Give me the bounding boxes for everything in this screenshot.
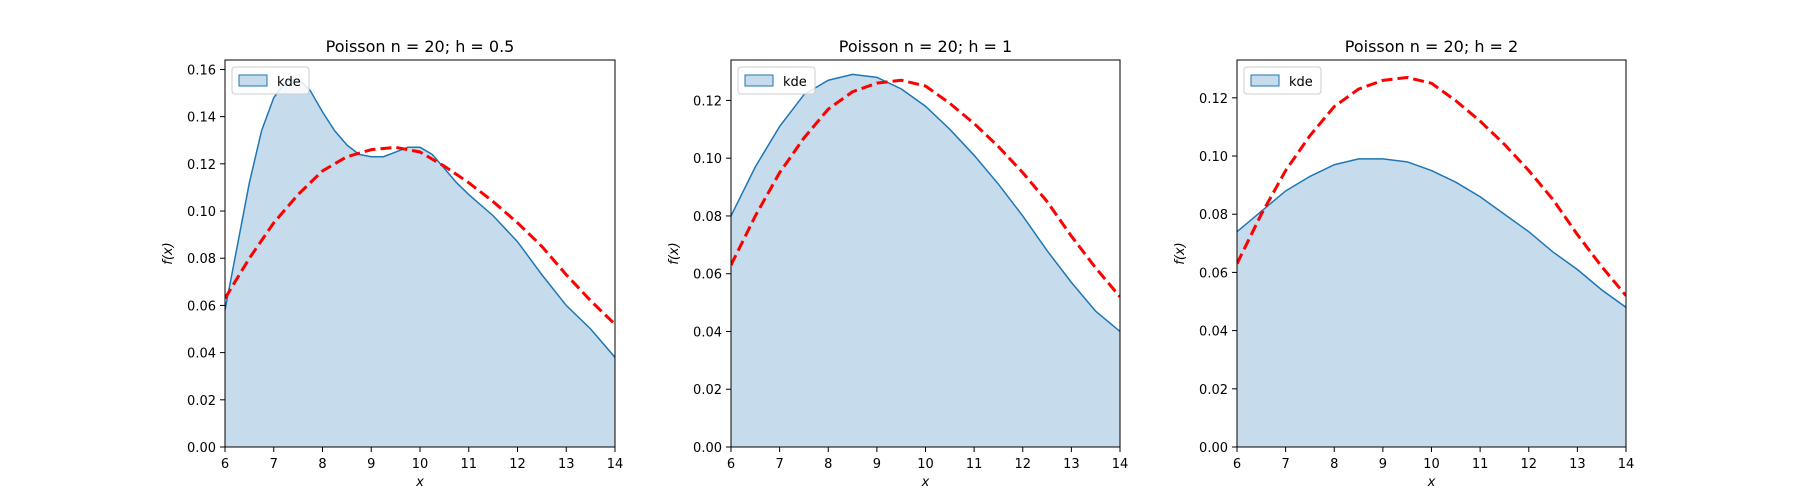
- x-tick-label: 9: [1379, 457, 1387, 472]
- y-axis-label: f(x): [161, 242, 176, 264]
- x-tick-label: 14: [1112, 457, 1129, 472]
- chart-title: Poisson n = 20; h = 1: [839, 37, 1012, 56]
- y-tick-label: 0.16: [187, 63, 216, 78]
- x-tick-label: 11: [966, 457, 983, 472]
- legend-box: [737, 66, 816, 95]
- y-tick-label: 0.02: [1199, 383, 1228, 398]
- x-tick-label: 7: [775, 457, 783, 472]
- x-tick-label: 11: [460, 457, 477, 472]
- x-tick-label: 6: [221, 457, 229, 472]
- x-tick-label: 12: [1520, 457, 1537, 472]
- reference-dashed-line: [225, 145, 615, 326]
- plot-area: [731, 73, 1120, 447]
- legend-label-kde: kde: [783, 75, 807, 90]
- legend: kde: [737, 66, 816, 95]
- plot-area: [225, 78, 615, 447]
- legend: kde: [231, 66, 310, 95]
- y-tick-label: 0.08: [187, 252, 216, 267]
- x-tick-label: 13: [1063, 457, 1080, 472]
- chart-panel-2: 6 7 8 9 10 11 12 13 14 0.00 0.02 0.04 0.06 0.08 0.10 0.…: [667, 37, 1128, 490]
- x-tick-label: 14: [607, 457, 624, 472]
- x-tick-label: 6: [1233, 457, 1241, 472]
- chart-panel-1: 6 7 8 9 10 11 12 13 14 0.00 0.02 0.04 0.06 0.08 0.10 0.…: [161, 37, 623, 490]
- x-tick-label: 8: [824, 457, 832, 472]
- legend-box: [231, 66, 310, 95]
- y-tick-label: 0.02: [187, 394, 216, 409]
- legend-label-kde: kde: [277, 75, 301, 90]
- x-tick-label: 12: [1014, 457, 1031, 472]
- y-tick-label: 0.06: [187, 299, 216, 314]
- x-tick-label: 14: [1618, 457, 1635, 472]
- y-tick-label: 0.12: [187, 158, 216, 173]
- x-axis-label: x: [1427, 475, 1436, 490]
- x-tick-label: 13: [558, 457, 575, 472]
- y-tick-label: 0.04: [187, 347, 216, 362]
- y-tick-label: 0.04: [693, 325, 722, 340]
- kde-area-fill: [731, 74, 1120, 447]
- x-tick-label: 13: [1569, 457, 1586, 472]
- x-tick-label: 8: [318, 457, 326, 472]
- y-tick-label: 0.00: [1199, 441, 1228, 456]
- legend: kde: [1243, 66, 1322, 95]
- y-tick-label: 0.08: [1199, 208, 1228, 223]
- legend-box: [1243, 66, 1322, 95]
- y-tick-label: 0.00: [187, 441, 216, 456]
- x-axis-label: x: [921, 475, 930, 490]
- chart-title: Poisson n = 20; h = 0.5: [326, 37, 515, 56]
- chart-title: Poisson n = 20; h = 2: [1345, 37, 1518, 56]
- kde-line: [731, 73, 1120, 333]
- plot-area: [1237, 75, 1626, 447]
- y-axis-label: f(x): [1173, 242, 1188, 264]
- y-tick-label: 0.04: [1199, 325, 1228, 340]
- legend-label-kde: kde: [1289, 75, 1313, 90]
- x-tick-label: 9: [873, 457, 881, 472]
- reference-dashed-line: [1237, 75, 1626, 297]
- y-tick-label: 0.02: [693, 383, 722, 398]
- chart-panel-3: 6 7 8 9 10 11 12 13 14 0.00 0.02 0.04 0.06 0.08 0.10 0.…: [1173, 37, 1634, 490]
- kde-area-fill: [1237, 158, 1626, 447]
- x-tick-label: 7: [1281, 457, 1289, 472]
- y-tick-label: 0.06: [693, 268, 722, 283]
- y-tick-label: 0.12: [693, 94, 722, 109]
- x-tick-label: 6: [727, 457, 735, 472]
- y-axis-label: f(x): [667, 242, 682, 264]
- y-tick-label: 0.10: [693, 152, 722, 167]
- y-tick-label: 0.12: [1199, 92, 1228, 107]
- x-tick-label: 11: [1472, 457, 1489, 472]
- reference-dashed-line: [731, 78, 1120, 298]
- x-tick-label: 10: [412, 457, 429, 472]
- x-tick-label: 10: [1423, 457, 1440, 472]
- x-tick-label: 12: [509, 457, 526, 472]
- y-tick-label: 0.06: [1199, 266, 1228, 281]
- legend-swatch-kde: [744, 74, 774, 87]
- x-tick-label: 9: [367, 457, 375, 472]
- y-tick-label: 0.00: [693, 441, 722, 456]
- legend-swatch-kde: [1250, 74, 1280, 87]
- y-tick-label: 0.10: [1199, 150, 1228, 165]
- y-tick-label: 0.10: [187, 205, 216, 220]
- x-tick-label: 7: [270, 457, 278, 472]
- kde-line: [1237, 158, 1626, 308]
- x-axis-label: x: [415, 475, 424, 490]
- x-tick-label: 8: [1330, 457, 1338, 472]
- y-tick-label: 0.14: [187, 111, 216, 126]
- y-tick-label: 0.08: [693, 210, 722, 225]
- x-tick-label: 10: [917, 457, 934, 472]
- legend-swatch-kde: [238, 74, 268, 87]
